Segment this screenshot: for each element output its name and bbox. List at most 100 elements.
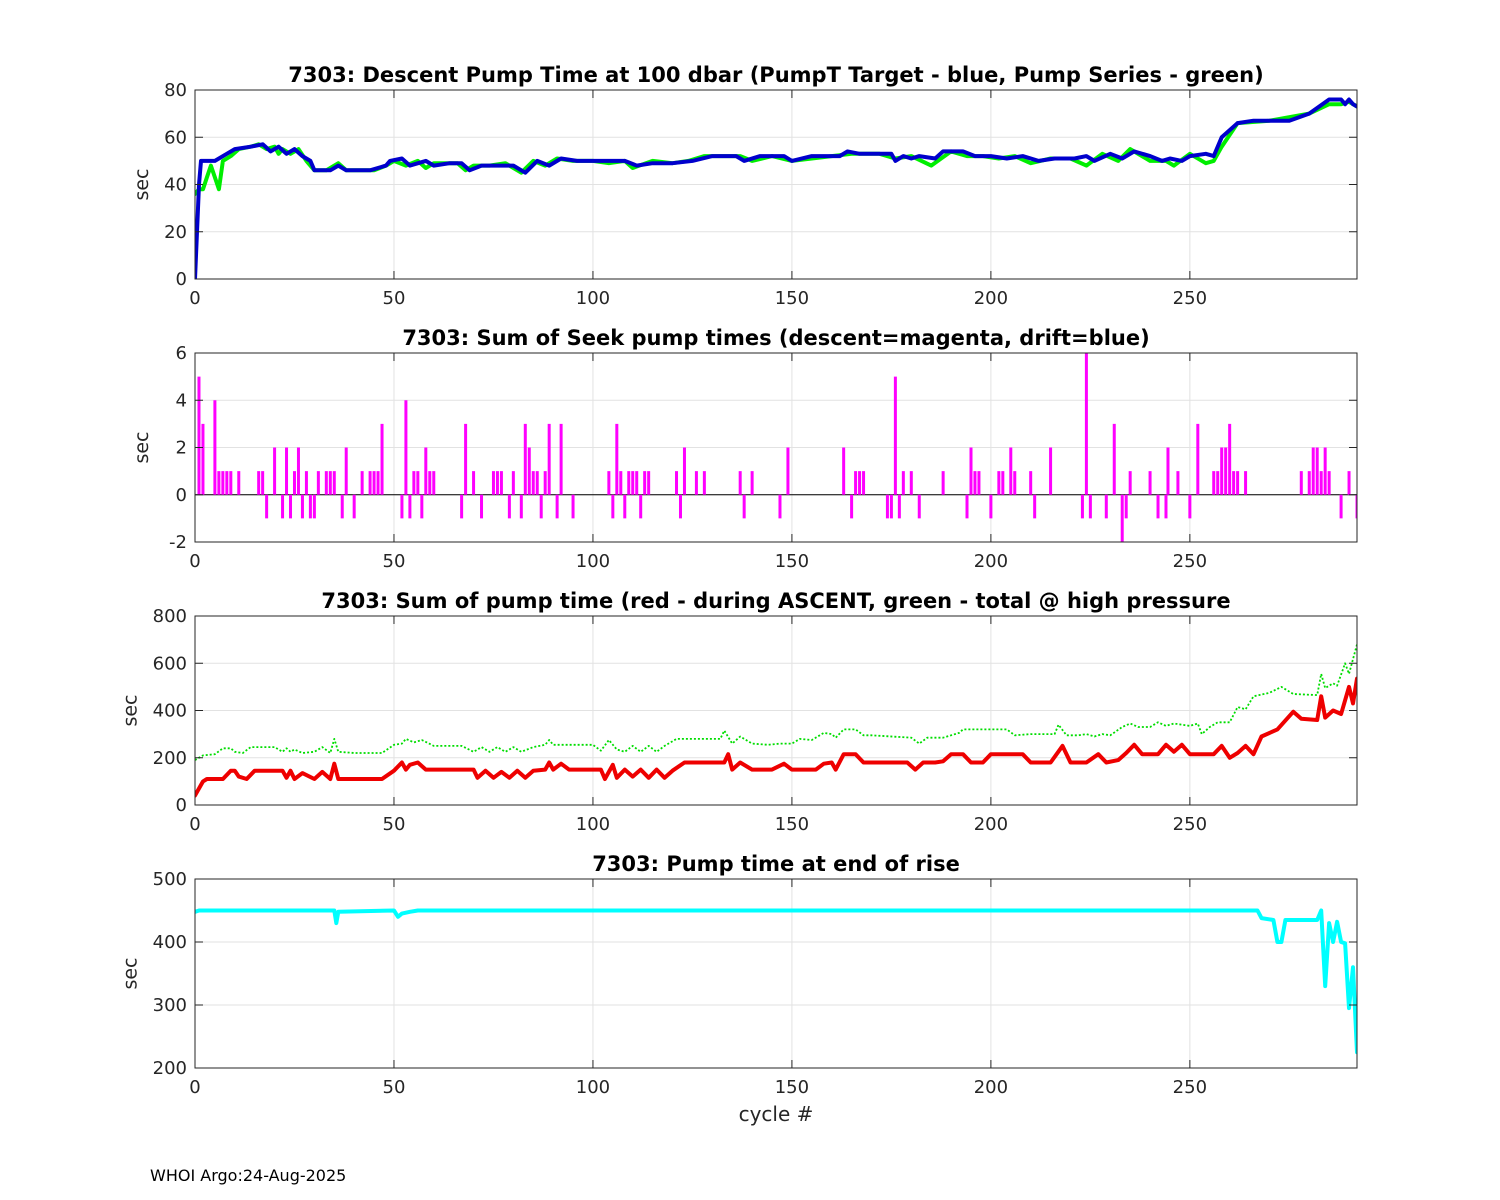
- y-axis-label: sec: [131, 431, 153, 463]
- bar: [372, 471, 376, 495]
- bar: [1228, 423, 1232, 495]
- bar: [340, 494, 344, 519]
- bar: [368, 471, 372, 495]
- bar: [531, 471, 535, 495]
- bar: [535, 471, 539, 495]
- bar: [261, 471, 265, 495]
- x-tick-label: 100: [576, 814, 610, 835]
- bar: [217, 471, 221, 495]
- x-tick-label: 200: [974, 814, 1008, 835]
- chart-panel-4: 0 50 100 150 200 250 200 300 400 500 7303: Pump ti…: [120, 852, 1358, 1126]
- bar: [491, 471, 495, 495]
- bar: [607, 471, 611, 495]
- x-tick-label: 50: [383, 1077, 406, 1098]
- bar: [197, 376, 201, 495]
- bar: [420, 494, 424, 519]
- y-tick-label: 40: [164, 175, 187, 196]
- y-tick-label: 6: [176, 343, 187, 364]
- x-tick-label: 250: [1173, 814, 1207, 835]
- bar: [543, 471, 547, 495]
- bar: [623, 494, 627, 519]
- axes-frame: [194, 878, 1358, 1069]
- bar: [225, 471, 229, 495]
- bar: [523, 423, 527, 495]
- bar: [1299, 471, 1303, 495]
- bar: [850, 494, 854, 519]
- bar: [647, 471, 651, 495]
- bar: [412, 471, 416, 495]
- bar: [611, 494, 615, 519]
- bar: [1033, 494, 1037, 519]
- bar: [1166, 447, 1170, 495]
- bar: [1244, 471, 1248, 495]
- chart-panel-3: 0 50 100 150 200 250 0 200 400 600 800 7303: Sum of…: [120, 589, 1358, 835]
- plot-marks: [195, 644, 1357, 798]
- x-axis-label: cycle #: [739, 1102, 814, 1126]
- bar: [424, 447, 428, 495]
- bar: [901, 471, 905, 495]
- bar: [643, 471, 647, 495]
- bar: [941, 471, 945, 495]
- bar: [682, 447, 686, 495]
- bar: [1009, 447, 1013, 495]
- bar: [897, 494, 901, 519]
- y-tick-label: 400: [153, 932, 187, 953]
- bar: [400, 494, 404, 519]
- bar: [380, 423, 384, 495]
- bar: [965, 494, 969, 519]
- bar: [404, 400, 408, 495]
- bar: [296, 447, 300, 495]
- series-line-2: [195, 97, 1357, 279]
- bar: [989, 494, 993, 519]
- bar: [1001, 471, 1005, 495]
- bar: [332, 471, 336, 495]
- bar: [889, 494, 893, 519]
- bar: [285, 447, 289, 495]
- series-line-2: [195, 676, 1357, 798]
- y-tick-label: 500: [153, 869, 187, 890]
- bar: [360, 471, 364, 495]
- bar: [499, 471, 503, 495]
- y-tick-label: -2: [169, 532, 187, 553]
- bar: [273, 447, 277, 495]
- bar: [480, 494, 484, 519]
- bar: [201, 423, 205, 495]
- bar: [1224, 447, 1228, 495]
- bar: [858, 471, 862, 495]
- bar: [1156, 494, 1160, 519]
- y-tick-label: 20: [164, 222, 187, 243]
- bar: [312, 494, 316, 519]
- y-tick-label: 4: [176, 390, 187, 411]
- plot-marks: [195, 353, 1357, 542]
- bar: [750, 471, 754, 495]
- bar: [308, 494, 312, 519]
- x-tick-label: 150: [775, 551, 809, 572]
- bar: [917, 494, 921, 519]
- bar: [1311, 447, 1315, 495]
- bar: [1120, 494, 1124, 542]
- y-tick-label: 200: [153, 1058, 187, 1079]
- bar: [1319, 471, 1323, 495]
- bar: [1164, 494, 1168, 519]
- bar: [1104, 494, 1108, 519]
- bar: [639, 494, 643, 519]
- bar: [292, 471, 296, 495]
- bar: [547, 423, 551, 495]
- bar: [229, 471, 233, 495]
- bar: [778, 494, 782, 519]
- bar: [289, 494, 293, 519]
- bar: [1148, 471, 1152, 495]
- y-axis-label: sec: [120, 694, 142, 726]
- bar: [1176, 471, 1180, 495]
- y-tick-label: 80: [164, 80, 187, 101]
- bar: [1196, 423, 1200, 495]
- y-axis-label: sec: [131, 168, 153, 200]
- bar: [842, 447, 846, 495]
- bar: [678, 494, 682, 519]
- bar: [324, 471, 328, 495]
- bar: [675, 471, 679, 495]
- x-tick-label: 100: [576, 1077, 610, 1098]
- y-tick-label: 300: [153, 995, 187, 1016]
- x-tick-label: 100: [576, 288, 610, 309]
